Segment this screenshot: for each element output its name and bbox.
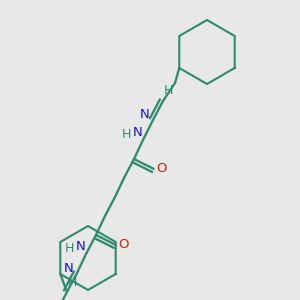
Text: H: H: [163, 85, 173, 98]
Text: N: N: [133, 125, 143, 139]
Text: H: H: [64, 242, 74, 254]
Text: N: N: [64, 262, 74, 275]
Text: H: H: [121, 128, 131, 140]
Text: N: N: [76, 239, 86, 253]
Text: H: H: [67, 275, 77, 289]
Text: O: O: [118, 238, 129, 251]
Text: N: N: [140, 109, 150, 122]
Text: O: O: [156, 162, 167, 175]
